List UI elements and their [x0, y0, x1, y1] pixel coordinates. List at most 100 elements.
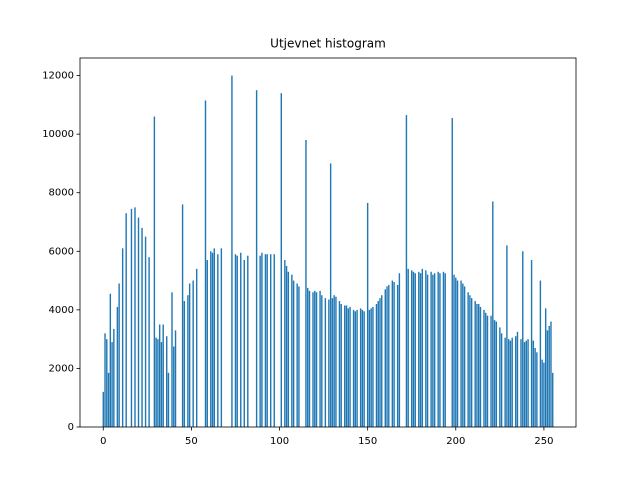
bar	[210, 251, 212, 427]
bar	[375, 304, 378, 427]
bar	[430, 271, 432, 427]
bar	[432, 274, 434, 427]
bar	[486, 315, 489, 427]
bar	[307, 287, 309, 427]
bar	[544, 308, 547, 427]
bar	[548, 325, 550, 427]
bar	[141, 227, 143, 427]
bar	[243, 260, 245, 427]
bar	[356, 309, 358, 427]
bar	[107, 372, 110, 427]
bar	[312, 292, 314, 427]
x-tick-label: 100	[270, 436, 289, 447]
bar	[247, 255, 249, 427]
bar	[456, 280, 459, 427]
bar	[121, 248, 124, 427]
bar	[347, 308, 349, 427]
bar	[359, 308, 362, 427]
bar	[240, 252, 242, 427]
bar	[433, 273, 436, 427]
bar	[479, 306, 482, 427]
bar	[134, 207, 136, 427]
bar	[291, 274, 293, 427]
bar	[331, 298, 334, 427]
bar	[195, 268, 198, 427]
bar	[442, 271, 445, 427]
bar	[213, 248, 216, 427]
y-tick-label: 2000	[49, 363, 74, 374]
bar	[111, 342, 113, 427]
bar	[234, 254, 237, 427]
bar	[532, 340, 535, 427]
bar	[391, 280, 394, 427]
bar	[335, 296, 337, 427]
bar	[270, 254, 272, 427]
bar	[285, 265, 288, 427]
bar	[507, 339, 510, 427]
bar	[412, 271, 415, 427]
x-tick-label: 50	[185, 436, 198, 447]
bar	[166, 336, 168, 427]
bar	[333, 295, 335, 427]
bar	[329, 163, 332, 427]
bar	[204, 100, 207, 427]
bar	[527, 339, 529, 427]
bar	[104, 333, 106, 427]
bar	[520, 339, 522, 427]
bar	[328, 299, 330, 427]
bar	[259, 255, 261, 427]
x-tick-label: 200	[446, 436, 465, 447]
x-tick-label: 0	[100, 436, 106, 447]
bar	[153, 116, 156, 428]
bar	[211, 252, 214, 427]
bar	[280, 93, 282, 428]
bar	[515, 336, 517, 427]
bar	[255, 90, 258, 427]
bar	[284, 260, 286, 427]
x-tick-label: 250	[534, 436, 553, 447]
bar	[516, 331, 519, 427]
bar	[393, 282, 395, 427]
bar	[384, 289, 386, 427]
y-tick-label: 8000	[49, 188, 74, 199]
bar	[370, 308, 372, 427]
bar	[469, 295, 471, 427]
bar	[483, 309, 485, 427]
bar	[455, 277, 457, 427]
bar	[421, 268, 424, 427]
bar	[386, 286, 388, 427]
bar	[319, 290, 321, 427]
bar	[476, 304, 478, 427]
bar	[148, 257, 150, 427]
bar	[352, 309, 355, 427]
bar	[372, 306, 374, 427]
bar	[349, 306, 351, 427]
bar	[188, 283, 191, 427]
bar	[118, 283, 120, 427]
bar	[296, 283, 298, 427]
bar	[493, 320, 496, 427]
bar	[363, 311, 365, 427]
bar	[155, 337, 157, 427]
bar	[444, 273, 446, 427]
bar	[425, 270, 427, 427]
bar	[426, 274, 429, 427]
bar	[157, 339, 159, 427]
bar	[183, 301, 186, 427]
bar	[490, 315, 492, 427]
bar	[106, 339, 108, 427]
chart-title: Utjevnet histogram	[270, 37, 386, 51]
bar	[321, 295, 323, 427]
bar	[546, 330, 549, 427]
bar	[187, 295, 189, 427]
bar	[530, 260, 533, 427]
bar	[437, 271, 439, 427]
bar	[292, 280, 295, 427]
bar	[543, 362, 545, 427]
bar	[315, 292, 318, 427]
bar	[550, 321, 552, 427]
bar	[470, 298, 473, 427]
bar	[495, 321, 498, 427]
bar	[388, 284, 390, 427]
